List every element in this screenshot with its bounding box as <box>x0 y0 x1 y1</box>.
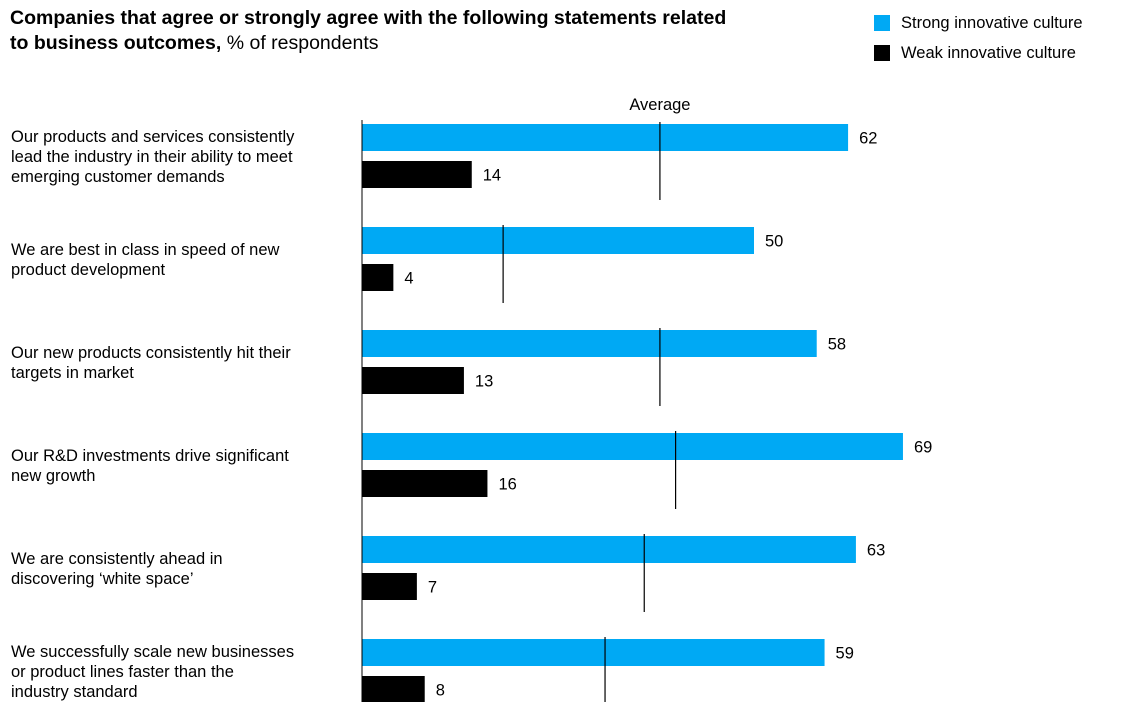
category-label: Our products and services consistently <box>11 128 295 146</box>
value-label-strong: 50 <box>765 233 783 251</box>
value-label-weak: 4 <box>404 270 413 288</box>
category-label: emerging customer demands <box>11 168 225 186</box>
chart-title-bold: Companies that agree or strongly agree w… <box>10 7 727 54</box>
bar-weak <box>362 367 464 394</box>
category-label: We successfully scale new businesses <box>11 643 294 661</box>
category-label: industry standard <box>11 683 138 701</box>
category-label: product development <box>11 261 166 279</box>
bar-weak <box>362 573 417 600</box>
chart-title-unit: % of respondents <box>226 32 379 54</box>
bar-weak <box>362 470 488 497</box>
bar-strong <box>362 330 817 357</box>
average-label: Average <box>629 96 690 114</box>
legend-swatch-strong <box>874 15 890 31</box>
legend-swatch-weak <box>874 45 890 61</box>
value-label-strong: 69 <box>914 439 932 457</box>
category-label: discovering ‘white space’ <box>11 570 194 588</box>
category-label: targets in market <box>11 364 134 382</box>
bar-weak <box>362 161 472 188</box>
bar-strong <box>362 639 825 666</box>
category-label: We are consistently ahead in <box>11 550 223 568</box>
category-label: lead the industry in their ability to me… <box>11 148 293 166</box>
value-label-weak: 8 <box>436 682 445 700</box>
bar-strong <box>362 536 856 563</box>
bar-weak <box>362 676 425 702</box>
bar-weak <box>362 264 394 291</box>
value-label-strong: 62 <box>859 130 877 148</box>
bar-strong <box>362 227 754 254</box>
value-label-weak: 14 <box>483 167 501 185</box>
bar-strong <box>362 433 903 460</box>
bar-strong <box>362 124 849 151</box>
value-label-weak: 16 <box>498 476 516 494</box>
legend-label-strong: Strong innovative culture <box>901 13 1083 32</box>
category-label: new growth <box>11 467 95 485</box>
category-label: We are best in class in speed of new <box>11 241 280 259</box>
value-label-weak: 13 <box>475 373 493 391</box>
value-label-weak: 7 <box>428 579 437 597</box>
category-label: Our R&D investments drive significant <box>11 447 289 465</box>
value-label-strong: 59 <box>836 645 854 663</box>
legend-item-weak: Weak innovative culture <box>874 38 1083 68</box>
legend: Strong innovative culture Weak innovativ… <box>874 8 1083 68</box>
chart-title: Companies that agree or strongly agree w… <box>10 6 730 56</box>
category-label: or product lines faster than the <box>11 663 234 681</box>
legend-item-strong: Strong innovative culture <box>874 8 1083 38</box>
category-label: Our new products consistently hit their <box>11 344 291 362</box>
value-label-strong: 58 <box>828 336 846 354</box>
legend-label-weak: Weak innovative culture <box>901 43 1076 62</box>
value-label-strong: 63 <box>867 542 885 560</box>
